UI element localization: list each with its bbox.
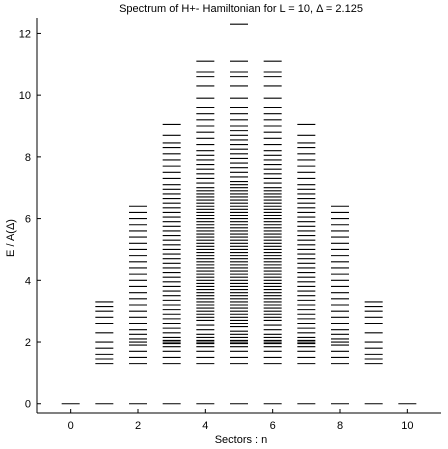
y-tick-label: 4 [25, 275, 31, 287]
y-tick-label: 10 [19, 90, 31, 102]
y-tick-label: 12 [19, 28, 31, 40]
x-tick-label: 8 [337, 420, 343, 432]
sector-2-levels [129, 205, 147, 405]
y-tick-label: 0 [25, 399, 31, 411]
chart-title: Spectrum of H+- Hamiltonian for L = 10, … [119, 3, 363, 15]
y-tick-label: 2 [25, 337, 31, 349]
plot-area [61, 23, 417, 405]
sector-7-levels [297, 123, 316, 405]
x-tick-label: 10 [401, 420, 413, 432]
axes: 0 2 4 6 8 10 0 2 4 6 8 10 12 [19, 18, 441, 432]
y-tick-label: 8 [25, 152, 31, 164]
sector-8-levels [331, 205, 349, 405]
sector-3-levels [162, 123, 181, 405]
sector-6-levels [263, 60, 282, 405]
sector-9-levels [364, 301, 383, 405]
x-tick-label: 4 [202, 420, 208, 432]
sector-4-levels [196, 60, 215, 405]
x-tick-label: 0 [68, 420, 74, 432]
x-tick-label: 6 [270, 420, 276, 432]
sector-5-levels [230, 23, 248, 405]
y-axis-label: E / A(Δ) [5, 219, 17, 257]
x-tick-label: 2 [135, 420, 141, 432]
sector-1-levels [95, 301, 114, 405]
y-tick-label: 6 [25, 214, 31, 226]
x-axis-label: Sectors : n [215, 434, 268, 446]
